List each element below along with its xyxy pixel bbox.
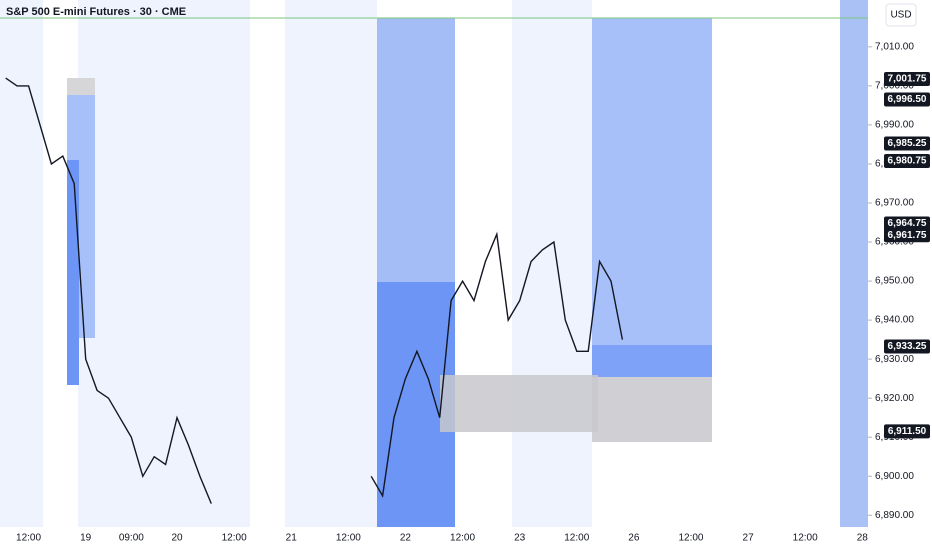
x-tick-label: 22 <box>400 533 412 544</box>
price-badge-label: 6,911.50 <box>888 426 927 437</box>
x-tick-label: 12:00 <box>450 533 475 544</box>
price-line <box>5 77 624 504</box>
y-tick-label: 6,890.00 <box>875 510 914 521</box>
background-bands <box>0 0 868 527</box>
x-tick-label: 12:00 <box>793 533 818 544</box>
zones <box>0 17 868 527</box>
x-tick-label: 19 <box>80 533 92 544</box>
x-tick-label: 21 <box>286 533 298 544</box>
y-tick-label: 6,930.00 <box>875 354 914 365</box>
price-badge-label: 6,996.50 <box>888 94 927 105</box>
y-tick-label: 6,990.00 <box>875 120 914 131</box>
price-badge-label: 6,961.75 <box>888 230 927 241</box>
x-tick-label: 27 <box>743 533 755 544</box>
x-tick-label: 20 <box>171 533 183 544</box>
price-badge <box>884 154 930 169</box>
price-badge <box>884 228 930 243</box>
currency-box <box>885 3 917 27</box>
price-badge-label: 7,001.75 <box>888 74 927 85</box>
y-tick-label: 6,920.00 <box>875 393 914 404</box>
x-tick-label: 28 <box>857 533 869 544</box>
x-tick-label: 26 <box>628 533 640 544</box>
time-axis <box>0 527 868 550</box>
y-tick-label: 6,900.00 <box>875 471 914 482</box>
price-badge <box>884 136 930 151</box>
x-tick-label: 12:00 <box>222 533 247 544</box>
x-tick-label: 23 <box>514 533 526 544</box>
price-badge-label: 6,985.25 <box>888 138 927 149</box>
x-tick-label: 12:00 <box>336 533 361 544</box>
x-tick-label: 12:00 <box>564 533 589 544</box>
price-badge <box>884 72 930 87</box>
y-tick-label: 6,940.00 <box>875 315 914 326</box>
x-tick-label: 12:00 <box>16 533 41 544</box>
y-tick-label: 6,950.00 <box>875 276 914 287</box>
x-tick-label: 12:00 <box>678 533 703 544</box>
price-badge-label: 6,933.25 <box>888 341 927 352</box>
price-badge-label: 6,980.75 <box>888 156 927 167</box>
chart-title: S&P 500 E-mini Futures · 30 · CME <box>6 6 186 18</box>
currency: USD <box>890 10 911 21</box>
price-badge <box>884 424 930 439</box>
y-tick-label: 7,010.00 <box>875 41 914 52</box>
price-badge-label: 6,964.75 <box>888 218 927 229</box>
y-tick-label: 6,970.00 <box>875 198 914 209</box>
price-badge <box>884 92 930 107</box>
price-badge <box>884 339 930 354</box>
price-badge <box>884 216 930 231</box>
x-tick-label: 09:00 <box>119 533 144 544</box>
price-axis <box>868 0 932 550</box>
